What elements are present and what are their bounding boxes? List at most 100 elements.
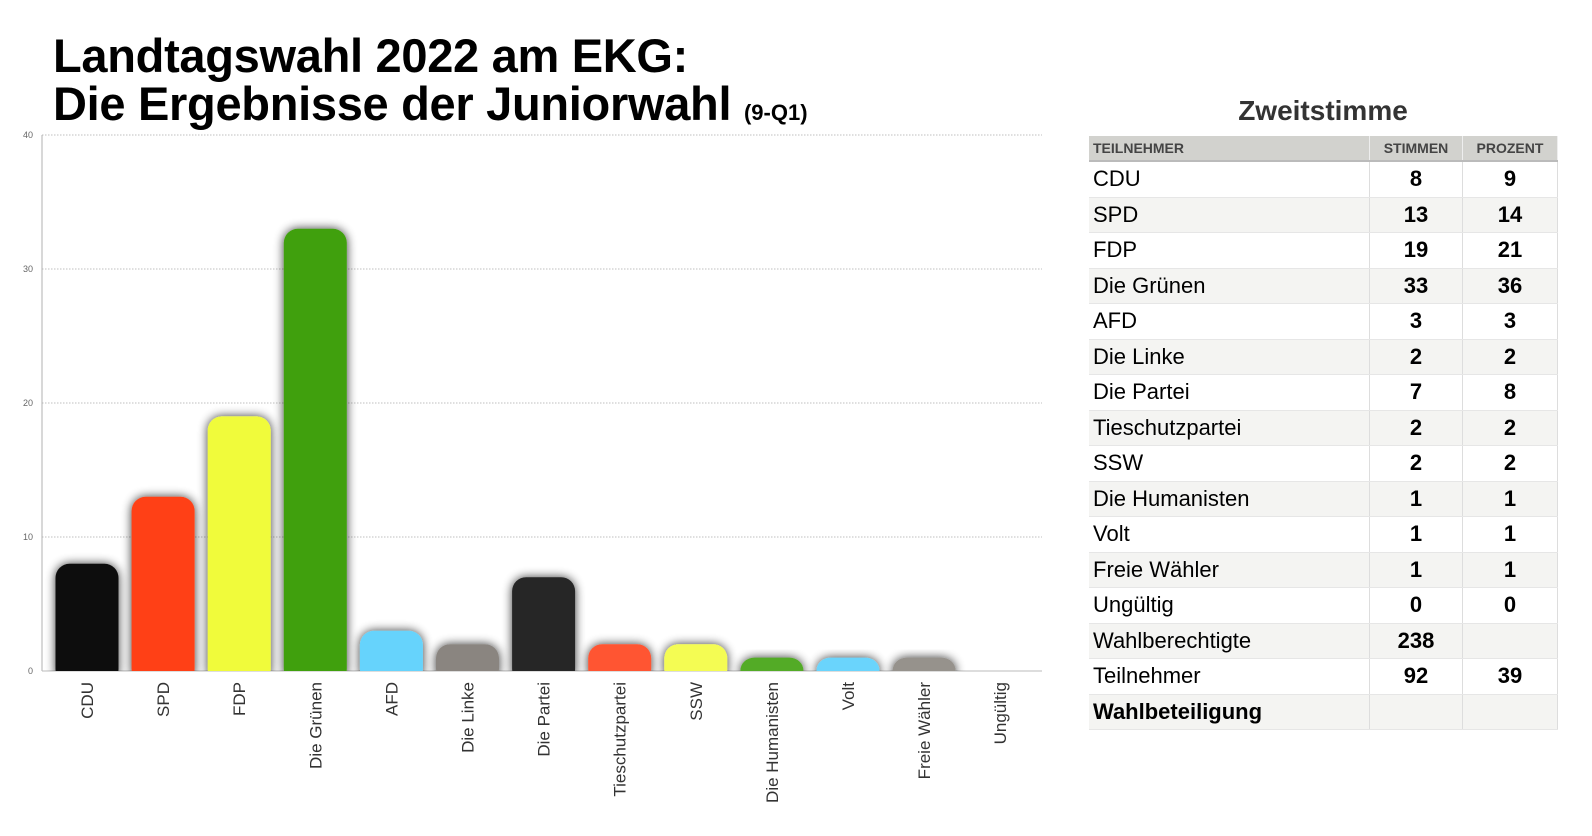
table-row: Volt 1 1 xyxy=(1089,516,1558,553)
cell-votes: 1 xyxy=(1369,516,1463,553)
cell-percent: 1 xyxy=(1462,552,1558,588)
x-tick-label: Freie Wähler xyxy=(915,682,934,780)
bar xyxy=(207,416,271,671)
x-tick-label: Tieschutzpartei xyxy=(611,682,630,797)
cell-votes: 2 xyxy=(1369,445,1463,482)
cell-votes: 19 xyxy=(1369,232,1463,269)
table-row: Ungültig 0 0 xyxy=(1089,587,1558,624)
table-row: SPD 13 14 xyxy=(1089,197,1558,233)
bar xyxy=(588,644,652,671)
table-title: Zweitstimme xyxy=(1238,95,1408,126)
table-header: TEILNEHMER STIMMEN PROZENT xyxy=(1089,136,1558,162)
y-tick-label: 10 xyxy=(23,532,33,542)
table-row: Wahlbeteiligung xyxy=(1089,694,1558,730)
bar-chart: 0 10 20 30 40 CDU SPD FDP Die Grünen AFD Die Link… xyxy=(23,130,1042,803)
cell-votes: 1 xyxy=(1369,481,1463,517)
cell-party: AFD xyxy=(1089,303,1370,340)
table-row: Die Grünen 33 36 xyxy=(1089,268,1558,304)
cell-party: Wahlbeteiligung xyxy=(1089,694,1370,730)
x-tick-label: SSW xyxy=(687,682,706,721)
x-tick-label: Die Humanisten xyxy=(763,682,782,803)
cell-votes: 13 xyxy=(1369,197,1463,233)
cell-percent: 3 xyxy=(1462,303,1558,340)
cell-votes: 2 xyxy=(1369,339,1463,375)
table-row: Tieschutzpartei 2 2 xyxy=(1089,410,1558,446)
title-line-2: Die Ergebnisse der Juniorwahl (9-Q1) xyxy=(53,80,808,137)
cell-party: Freie Wähler xyxy=(1089,552,1370,588)
header-prozent: PROZENT xyxy=(1462,136,1558,162)
bar xyxy=(359,630,423,671)
cell-party: SSW xyxy=(1089,445,1370,482)
bar xyxy=(740,657,804,671)
bar xyxy=(131,496,195,671)
table-row: FDP 19 21 xyxy=(1089,232,1558,269)
y-tick-label: 30 xyxy=(23,264,33,274)
title-line-1: Landtagswahl 2022 am EKG: xyxy=(53,29,689,82)
cell-party: SPD xyxy=(1089,197,1370,233)
table-row: Die Partei 7 8 xyxy=(1089,374,1558,411)
cell-percent: 8 xyxy=(1462,374,1558,411)
x-tick-label: CDU xyxy=(78,682,97,719)
cell-percent: 2 xyxy=(1462,445,1558,482)
bar xyxy=(892,657,956,671)
x-tick-label: Die Linke xyxy=(459,682,478,753)
cell-votes: 0 xyxy=(1369,587,1463,624)
x-tick-label: Volt xyxy=(839,682,858,711)
cell-percent xyxy=(1462,694,1558,730)
cell-votes: 92 xyxy=(1369,658,1463,695)
cell-percent: 1 xyxy=(1462,481,1558,517)
y-tick-label: 40 xyxy=(23,130,33,140)
cell-party: Volt xyxy=(1089,516,1370,553)
cell-percent: 0 xyxy=(1462,587,1558,624)
cell-percent: 21 xyxy=(1462,232,1558,269)
cell-percent: 1 xyxy=(1462,516,1558,553)
title-line-2-text: Die Ergebnisse der Juniorwahl xyxy=(53,77,732,130)
cell-votes: 1 xyxy=(1369,552,1463,588)
table-row: SSW 2 2 xyxy=(1089,445,1558,482)
cell-party: Die Partei xyxy=(1089,374,1370,411)
cell-party: CDU xyxy=(1089,161,1370,198)
cell-votes xyxy=(1369,694,1463,730)
x-tick-label: Ungültig xyxy=(991,682,1010,744)
cell-party: Wahlberechtigte xyxy=(1089,623,1370,659)
x-tick-label: Die Grünen xyxy=(306,682,325,769)
y-tick-label: 20 xyxy=(23,398,33,408)
cell-party: FDP xyxy=(1089,232,1370,269)
bar xyxy=(816,657,880,671)
header-stimmen: STIMMEN xyxy=(1369,136,1463,162)
cell-percent xyxy=(1462,623,1558,659)
table-row: Teilnehmer 92 39 xyxy=(1089,658,1558,695)
cell-votes: 3 xyxy=(1369,303,1463,340)
cell-percent: 2 xyxy=(1462,339,1558,375)
cell-party: Die Humanisten xyxy=(1089,481,1370,517)
bar xyxy=(664,644,728,671)
cell-votes: 2 xyxy=(1369,410,1463,446)
cell-party: Ungültig xyxy=(1089,587,1370,624)
bar xyxy=(436,644,499,671)
table-row: Die Linke 2 2 xyxy=(1089,339,1558,375)
cell-party: Die Grünen xyxy=(1089,268,1370,304)
cell-percent: 2 xyxy=(1462,410,1558,446)
cell-percent: 36 xyxy=(1462,268,1558,304)
cell-percent: 39 xyxy=(1462,658,1558,695)
cell-votes: 33 xyxy=(1369,268,1463,304)
title-suffix: (9-Q1) xyxy=(743,100,808,125)
table-row: Die Humanisten 1 1 xyxy=(1089,481,1558,517)
cell-party: Teilnehmer xyxy=(1089,658,1370,695)
x-tick-label: AFD xyxy=(382,682,401,716)
page-title: Landtagswahl 2022 am EKG: Die Ergebnisse… xyxy=(53,32,808,137)
y-tick-label: 0 xyxy=(28,666,33,676)
table-row: CDU 8 9 xyxy=(1089,161,1558,198)
cell-party: Tieschutzpartei xyxy=(1089,410,1370,446)
table-row: AFD 3 3 xyxy=(1089,303,1558,340)
table-row: Freie Wähler 1 1 xyxy=(1089,552,1558,588)
x-tick-label: FDP xyxy=(230,682,249,716)
cell-votes: 7 xyxy=(1369,374,1463,411)
results-table: TEILNEHMER STIMMEN PROZENT CDU 8 9 SPD 13 14 F… xyxy=(1089,136,1558,730)
x-tick-label: SPD xyxy=(154,682,173,717)
cell-percent: 9 xyxy=(1462,161,1558,198)
bar xyxy=(55,563,119,671)
cell-votes: 8 xyxy=(1369,161,1463,198)
header-teilnehmer: TEILNEHMER xyxy=(1089,136,1370,162)
cell-percent: 14 xyxy=(1462,197,1558,233)
